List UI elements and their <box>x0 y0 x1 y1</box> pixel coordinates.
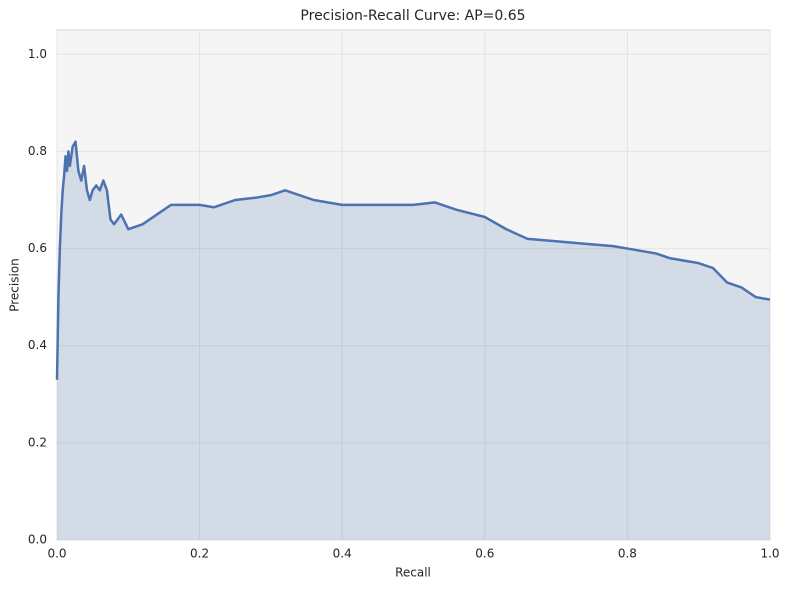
x-tick-label: 0.4 <box>333 547 352 561</box>
area-fill <box>57 141 770 540</box>
y-tick-label: 0.4 <box>28 338 47 352</box>
x-tick-label: 1.0 <box>760 547 779 561</box>
y-tick-label: 0.8 <box>28 144 47 158</box>
x-tick-label: 0.8 <box>618 547 637 561</box>
chart-title: Precision-Recall Curve: AP=0.65 <box>300 8 525 24</box>
curve-line <box>55 140 771 380</box>
y-tick-label: 0.6 <box>28 241 47 255</box>
x-axis-label: Recall <box>395 566 431 580</box>
y-tick-label: 0.2 <box>28 435 47 449</box>
plot-area <box>56 29 771 541</box>
x-tick-label: 0.0 <box>47 547 66 561</box>
x-tick-label: 0.6 <box>475 547 494 561</box>
y-tick-label: 0.0 <box>28 533 47 547</box>
y-tick-label: 1.0 <box>28 47 47 61</box>
y-axis-label: Precision <box>8 258 22 312</box>
x-tick-label: 0.2 <box>190 547 209 561</box>
